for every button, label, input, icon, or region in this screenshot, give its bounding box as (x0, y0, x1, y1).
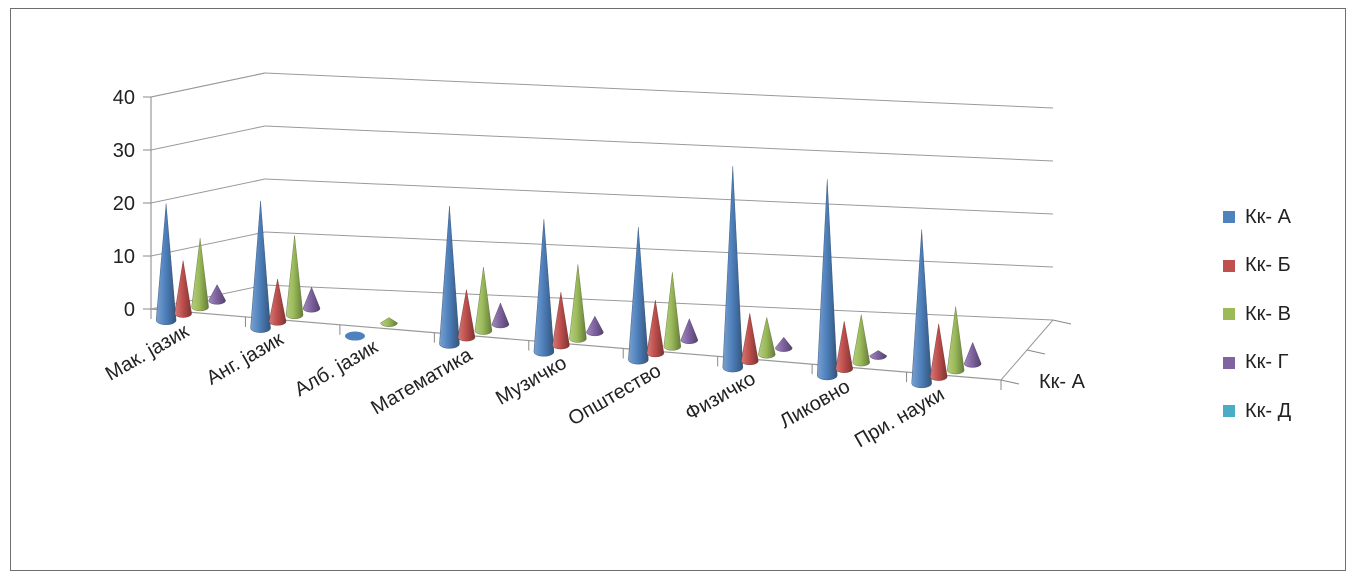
cone-0 (817, 179, 838, 381)
depth-tick-mark (1026, 349, 1046, 355)
legend-label: Кк- Г (1245, 351, 1289, 374)
x-tick-label: Мак. јазик (102, 320, 193, 385)
cone-2 (946, 306, 965, 375)
chart-legend: Кк- А Кк- Б Кк- В Кк- Г Кк- Д (1223, 193, 1353, 436)
cone-base (345, 331, 365, 341)
x-tick-label: Анг. јазик (203, 328, 288, 390)
x-axis-line (150, 308, 1002, 381)
legend-item: Кк- Б (1223, 242, 1353, 291)
legend-item: Кк- В (1223, 290, 1353, 339)
x-tick-label: При. науки (851, 383, 948, 452)
cone-1 (457, 289, 476, 342)
legend-swatch (1223, 405, 1235, 418)
cone-1 (741, 313, 759, 366)
depth-tick-mark (1000, 379, 1020, 385)
cone-2 (474, 267, 493, 335)
cone-3 (775, 336, 793, 352)
cone-2 (380, 317, 398, 327)
x-tick-label: Општество (565, 360, 665, 431)
legend-item: Кк- Д (1223, 387, 1353, 436)
gridline (264, 284, 1054, 321)
cone-3 (208, 284, 226, 305)
legend-label: Кк- А (1245, 205, 1291, 228)
cone-2 (191, 238, 209, 312)
cone-2 (758, 317, 776, 359)
cone-2 (285, 235, 304, 319)
legend-item: Кк- А (1223, 193, 1353, 242)
x-tick-label: Ликовно (776, 375, 854, 433)
gridline (264, 178, 1054, 215)
legend-swatch (1223, 308, 1235, 321)
cone-2 (852, 314, 870, 367)
legend-label: Кк- Б (1245, 254, 1291, 277)
depth-tick-mark (1052, 319, 1072, 325)
legend-label: Кк- В (1245, 302, 1291, 325)
gridline (264, 125, 1054, 162)
x-tick-label: Математика (367, 343, 476, 419)
cone-1 (646, 300, 665, 358)
y-tick-label: 10 (113, 246, 135, 268)
cone-0 (533, 219, 555, 357)
cone-0 (911, 229, 932, 389)
legend-swatch (1223, 356, 1235, 369)
y-tick-label: 0 (124, 299, 135, 321)
cone-0 (628, 227, 649, 365)
cone-3 (586, 315, 604, 337)
x-tick-label: Музичко (492, 352, 570, 410)
cone-2 (663, 272, 682, 351)
gridline (264, 72, 1054, 109)
gridline-side (150, 72, 266, 98)
cone-1 (268, 279, 287, 326)
legend-label: Кк- Д (1245, 399, 1292, 422)
x-tick-label: Алб. јазик (291, 336, 382, 401)
cone-1 (835, 321, 853, 373)
y-tick-label: 30 (113, 140, 135, 162)
cone-1 (174, 260, 192, 318)
cone-3 (302, 286, 321, 313)
cone-0 (439, 206, 460, 349)
cone-1 (552, 292, 570, 350)
x-tick-label: Физичко (681, 368, 759, 426)
cone-0 (722, 166, 743, 373)
depth-axis-label: Кк- А (1039, 371, 1086, 393)
cone-0 (155, 203, 177, 325)
gridline-side (150, 125, 266, 151)
cone-3 (491, 302, 510, 329)
legend-swatch (1223, 259, 1235, 272)
cone-3 (963, 341, 982, 368)
legend-item: Кк- Г (1223, 339, 1353, 388)
chart-frame: 0 10 20 30 40 Кк- А Мак. јазик Анг. јазик Алб. ј… (10, 8, 1346, 571)
y-tick-label: 40 (113, 87, 135, 109)
cone-chart: 0 10 20 30 40 Кк- А Мак. јазик Анг. јазик Алб. ј… (102, 72, 1086, 452)
cone-3 (869, 350, 887, 360)
cone-2 (569, 264, 587, 343)
y-tick-label: 20 (113, 193, 135, 215)
cone-3 (680, 318, 699, 344)
gridline (264, 231, 1054, 268)
legend-swatch (1223, 211, 1235, 224)
cone-1 (929, 323, 948, 381)
cone-0 (250, 200, 271, 333)
gridline-side (150, 178, 266, 204)
